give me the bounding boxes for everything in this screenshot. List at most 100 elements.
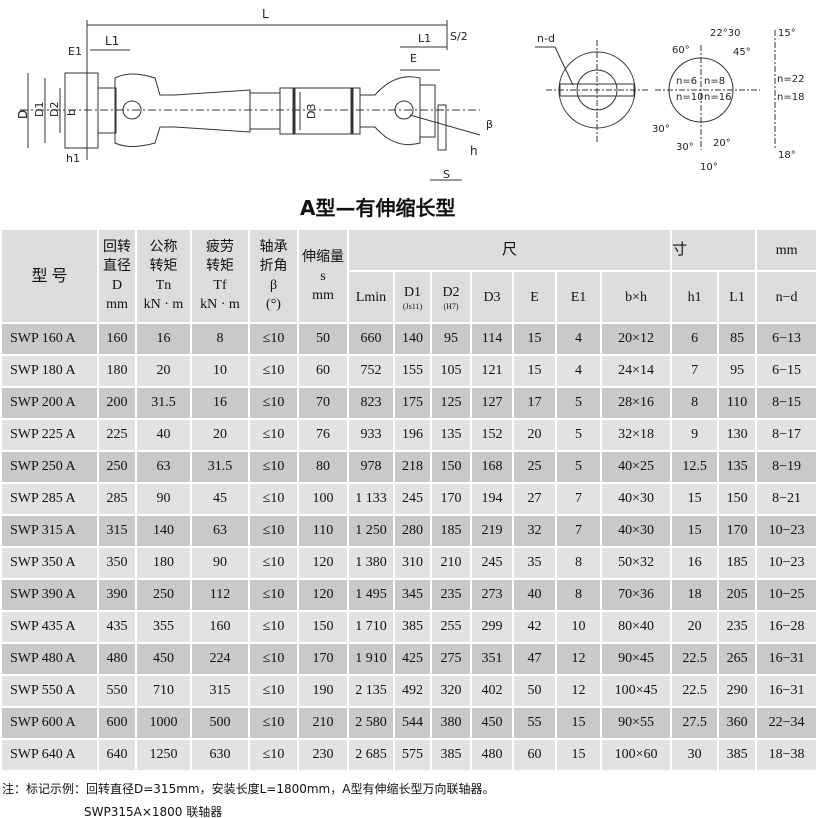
header-s: 伸缩量 s mm — [297, 228, 349, 324]
table-cell: ≤10 — [248, 706, 299, 740]
table-row: SWP 435 A 435 355 160 ≤10 150 1 710 385 255 299 42… — [0, 610, 816, 644]
table-cell: 55 — [512, 706, 557, 740]
table-cell: 40×30 — [599, 514, 673, 548]
table-cell: 480 — [97, 642, 137, 676]
table-row: SWP 315 A 315 140 63 ≤10 110 1 250 280 185 219 32 7… — [0, 514, 816, 548]
table-cell: 2 580 — [347, 706, 395, 740]
table-cell: 7 — [555, 482, 602, 516]
table-cell: 27 — [512, 482, 557, 516]
table-cell: 10−23 — [755, 514, 816, 548]
table-cell: 20×12 — [599, 322, 673, 356]
hole-pattern-view — [655, 30, 776, 150]
table-row: SWP 250 A 250 63 31.5 ≤10 80 978 218 150 168 25 5 40… — [0, 450, 816, 484]
label-D2: D2 — [48, 102, 61, 117]
table-cell: ≤10 — [248, 674, 299, 708]
table-cell: 22−34 — [755, 706, 816, 740]
table-cell: 290 — [717, 674, 758, 708]
table-cell: 60 — [512, 738, 557, 772]
label-L1: L1 — [105, 34, 119, 48]
label-n8: n=8 — [704, 76, 725, 87]
table-cell: 285 — [97, 482, 137, 516]
table-cell: 16−28 — [755, 610, 816, 644]
model-cell: SWP 480 A — [0, 642, 99, 676]
table-cell: 28×16 — [599, 386, 673, 420]
label-h: h — [470, 144, 478, 158]
header-D3: D3 — [470, 270, 514, 324]
table-cell: ≤10 — [248, 386, 299, 420]
table-cell: 40×25 — [599, 450, 673, 484]
table-cell: 95 — [717, 354, 758, 388]
table-cell: 8 — [670, 386, 720, 420]
table-cell: 160 — [190, 610, 250, 644]
table-cell: 8−15 — [755, 386, 816, 420]
drawing-title: A型—有伸缩长型 — [300, 196, 456, 220]
table-cell: 22.5 — [670, 674, 720, 708]
label-angle-18: 18° — [778, 150, 796, 161]
table-cell: ≤10 — [248, 642, 299, 676]
table-cell: 380 — [430, 706, 472, 740]
table-cell: 315 — [190, 674, 250, 708]
label-n10: n=10 — [676, 92, 703, 103]
note-line-2: SWP315A×1800 联轴器 — [84, 805, 223, 818]
label-D3: D3 — [305, 104, 318, 119]
table-cell: 15 — [555, 738, 602, 772]
header-E1: E1 — [555, 270, 602, 324]
table-cell: 50×32 — [599, 546, 673, 580]
table-cell: 20 — [135, 354, 192, 388]
table-cell: 114 — [470, 322, 514, 356]
table-cell: 9 — [670, 418, 720, 452]
table-cell: 275 — [430, 642, 472, 676]
table-cell: 205 — [717, 578, 758, 612]
table-cell: 752 — [347, 354, 395, 388]
table-cell: ≤10 — [248, 738, 299, 772]
table-cell: 170 — [297, 642, 349, 676]
label-angle-30b: 30° — [676, 142, 694, 153]
table-cell: 120 — [297, 578, 349, 612]
header-Tf: 疲劳 转矩 Tf kN · m — [190, 228, 250, 324]
table-cell: 50 — [297, 322, 349, 356]
table-cell: 90×45 — [599, 642, 673, 676]
header-dim-mid: 寸 — [670, 228, 758, 272]
table-cell: 310 — [393, 546, 432, 580]
table-cell: 47 — [512, 642, 557, 676]
table-cell: 2 135 — [347, 674, 395, 708]
table-cell: 70×36 — [599, 578, 673, 612]
table-cell: 22.5 — [670, 642, 720, 676]
table-cell: 152 — [470, 418, 514, 452]
table-cell: 168 — [470, 450, 514, 484]
table-cell: 30 — [670, 738, 720, 772]
table-cell: 80×40 — [599, 610, 673, 644]
table-cell: 150 — [430, 450, 472, 484]
coupling-drawing: L L1 E1 D D1 D2 b h1 D3 L1 E S/2 h S β n… — [16, 7, 804, 181]
label-b: b — [65, 109, 78, 116]
table-cell: 127 — [470, 386, 514, 420]
shaft-side-view — [20, 20, 481, 181]
table-cell: 15 — [512, 354, 557, 388]
label-n-d: n-d — [537, 32, 555, 45]
table-cell: 224 — [190, 642, 250, 676]
table-cell: 17 — [512, 386, 557, 420]
table-cell: 15 — [555, 706, 602, 740]
table-cell: 385 — [717, 738, 758, 772]
table-cell: 315 — [97, 514, 137, 548]
label-n6: n=6 — [676, 76, 697, 87]
table-cell: ≤10 — [248, 514, 299, 548]
table-cell: 170 — [717, 514, 758, 548]
table-cell: 8 — [190, 322, 250, 356]
flange-end-view — [535, 40, 650, 142]
table-cell: 130 — [717, 418, 758, 452]
table-cell: 600 — [97, 706, 137, 740]
table-cell: 135 — [430, 418, 472, 452]
table-cell: 425 — [393, 642, 432, 676]
table-cell: 5 — [555, 386, 602, 420]
table-cell: 31.5 — [135, 386, 192, 420]
model-cell: SWP 600 A — [0, 706, 99, 740]
header-dim-left: 尺 — [346, 228, 673, 272]
label-D1: D1 — [33, 102, 46, 117]
table-cell: 135 — [717, 450, 758, 484]
table-cell: 45 — [190, 482, 250, 516]
table-cell: 76 — [297, 418, 349, 452]
table-cell: 180 — [135, 546, 192, 580]
table-cell: 24×14 — [599, 354, 673, 388]
